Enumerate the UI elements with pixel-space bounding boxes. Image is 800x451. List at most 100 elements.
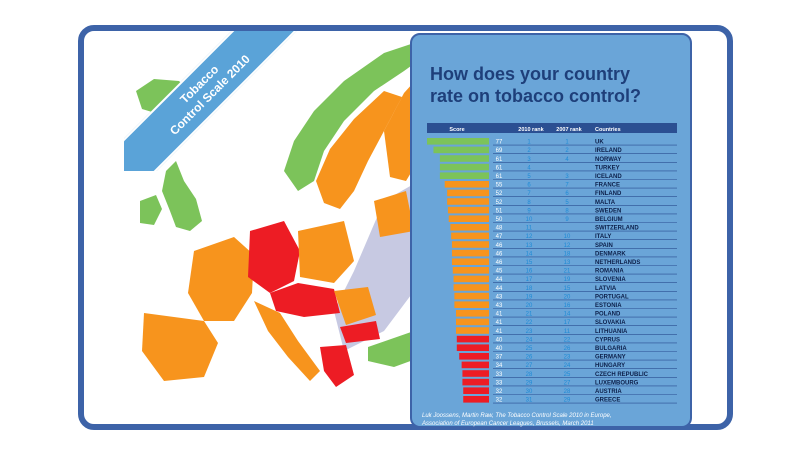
rank-2010-label: 29 xyxy=(526,380,533,386)
score-bar xyxy=(463,396,489,403)
rank-2010-label: 14 xyxy=(526,251,533,257)
score-bar xyxy=(462,370,489,377)
rank-2007-label: 6 xyxy=(565,191,569,197)
country-label: DENMARK xyxy=(595,251,626,257)
rank-2007-label: 28 xyxy=(564,389,571,395)
score-label: 46 xyxy=(496,243,503,249)
score-bar xyxy=(454,292,489,300)
map-sweden xyxy=(316,91,402,209)
rank-2007-label: 5 xyxy=(565,200,569,206)
panel-title: How does your country rate on tobacco co… xyxy=(430,63,690,107)
rank-2007-label: 16 xyxy=(564,303,571,309)
country-label: LUXEMBOURG xyxy=(595,380,639,386)
score-label: 32 xyxy=(496,389,503,395)
rank-2010-label: 4 xyxy=(527,165,531,171)
rank-2010-label: 15 xyxy=(526,260,533,266)
column-header: 2010 rank xyxy=(518,127,544,133)
score-label: 47 xyxy=(496,234,503,240)
score-bar xyxy=(439,163,489,171)
rank-2010-label: 12 xyxy=(526,234,533,240)
rank-2010-label: 11 xyxy=(526,226,533,232)
score-bar xyxy=(451,258,489,265)
panel-title-line-1: How does your country xyxy=(430,64,631,84)
score-label: 32 xyxy=(496,398,503,404)
column-header: Score xyxy=(449,127,464,133)
rank-2010-label: 5 xyxy=(527,174,531,180)
rank-2007-label: 27 xyxy=(564,380,571,386)
country-label: SLOVAKIA xyxy=(595,320,626,326)
score-label: 40 xyxy=(496,346,503,352)
rank-2007-label: 19 xyxy=(564,277,571,283)
rank-2007-label: 14 xyxy=(564,312,571,318)
score-bar xyxy=(456,344,489,351)
score-label: 44 xyxy=(496,286,503,292)
country-label: GREECE xyxy=(595,398,620,404)
country-label: SWITZERLAND xyxy=(595,226,639,232)
score-bar xyxy=(453,275,489,283)
country-label: SWEDEN xyxy=(595,208,621,214)
country-label: IRELAND xyxy=(595,148,622,154)
map-iberia xyxy=(142,313,218,381)
country-label: LITHUANIA xyxy=(595,329,628,335)
score-label: 77 xyxy=(496,140,503,146)
score-bar xyxy=(450,224,489,231)
ribbon-banner: Tobacco Control Scale 2010 xyxy=(124,31,303,171)
score-label: 34 xyxy=(496,363,503,369)
score-label: 43 xyxy=(496,294,503,300)
rank-2007-label: 9 xyxy=(565,217,569,223)
country-label: HUNGARY xyxy=(595,363,625,369)
source-citation: Luk Joossens, Martin Raw, The Tobacco Co… xyxy=(422,412,687,428)
rank-2007-label: 13 xyxy=(564,260,571,266)
score-bar xyxy=(439,172,489,179)
country-label: NORWAY xyxy=(595,157,621,163)
country-label: ROMANIA xyxy=(595,269,624,275)
country-label: CYPRUS xyxy=(595,337,620,343)
rank-2007-label: 21 xyxy=(564,269,571,275)
score-label: 41 xyxy=(496,320,503,326)
map-norway xyxy=(284,43,429,191)
rank-2010-label: 17 xyxy=(526,277,533,283)
country-label: POLAND xyxy=(595,312,621,318)
map-central xyxy=(270,283,340,317)
score-label: 61 xyxy=(496,157,503,163)
rank-2010-label: 6 xyxy=(527,183,531,189)
rank-2010-label: 8 xyxy=(527,200,531,206)
rank-2010-label: 20 xyxy=(526,303,533,309)
rank-2010-label: 10 xyxy=(526,217,533,223)
score-label: 50 xyxy=(496,217,503,223)
country-label: BULGARIA xyxy=(595,346,627,352)
country-label: PORTUGAL xyxy=(595,294,629,300)
country-label: FINLAND xyxy=(595,191,622,197)
score-bar xyxy=(455,310,489,317)
map-greece xyxy=(320,345,354,387)
country-label: BELGIUM xyxy=(595,217,623,223)
score-bar xyxy=(462,378,489,386)
map-romania xyxy=(334,287,376,325)
rank-2010-label: 19 xyxy=(526,294,533,300)
rank-2010-label: 1 xyxy=(527,140,531,146)
rank-2007-label: 26 xyxy=(564,346,571,352)
rank-2007-label: 7 xyxy=(565,183,569,189)
rank-2010-label: 26 xyxy=(526,355,533,361)
map-germany xyxy=(248,221,300,293)
ribbon-line-2: Control Scale 2010 xyxy=(167,52,253,138)
rank-2010-label: 28 xyxy=(526,372,533,378)
panel-title-line-2: rate on tobacco control? xyxy=(430,86,642,106)
rank-2007-label: 24 xyxy=(564,363,571,369)
rank-2007-label: 29 xyxy=(564,398,571,404)
score-label: 45 xyxy=(496,269,503,275)
score-label: 43 xyxy=(496,303,503,309)
country-label: SLOVENIA xyxy=(595,277,626,283)
score-bar xyxy=(439,155,489,162)
score-label: 69 xyxy=(496,148,503,154)
score-label: 37 xyxy=(496,355,503,361)
rank-2007-label: 25 xyxy=(564,372,571,378)
table-header-band xyxy=(427,123,677,133)
map-france xyxy=(188,237,254,321)
map-ireland xyxy=(140,195,162,225)
country-label: GERMANY xyxy=(595,355,626,361)
map-italy xyxy=(254,301,320,381)
score-bar xyxy=(455,327,489,334)
rank-2010-label: 23 xyxy=(526,329,533,335)
score-label: 40 xyxy=(496,337,503,343)
